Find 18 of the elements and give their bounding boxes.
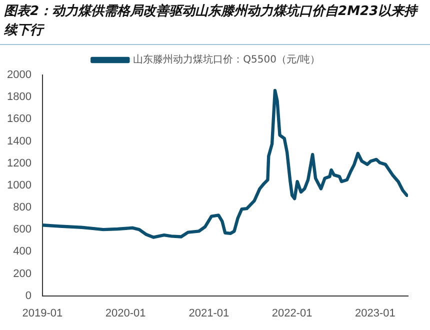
x-tick-label: 2019-01 <box>22 307 63 320</box>
legend-label: 山东滕州动力煤坑口价：Q5500（元/吨） <box>133 54 320 66</box>
y-tick-label: 800 <box>13 202 32 214</box>
y-tick-label: 1000 <box>6 179 32 192</box>
y-tick-label: 0 <box>25 290 32 302</box>
y-tick-label: 400 <box>13 246 32 258</box>
x-tick-label: 2020-01 <box>105 307 146 320</box>
y-tick-label: 1600 <box>6 113 32 126</box>
y-tick-label: 2000 <box>6 69 32 82</box>
x-tick-label: 2022-01 <box>272 307 312 320</box>
y-tick-label: 600 <box>13 224 32 236</box>
chart-title: 图表2：动力煤供需格局改善驱动山东滕州动力煤坑口价自2M23以来持续下行 <box>0 0 430 45</box>
x-tick-label: 2021-01 <box>188 307 230 320</box>
y-tick-label: 1800 <box>6 91 32 104</box>
x-tick-label: 2023-01 <box>355 307 396 320</box>
y-tick-label: 1200 <box>6 157 32 170</box>
y-tick-label: 1400 <box>6 135 32 148</box>
y-tick-label: 200 <box>13 268 32 280</box>
